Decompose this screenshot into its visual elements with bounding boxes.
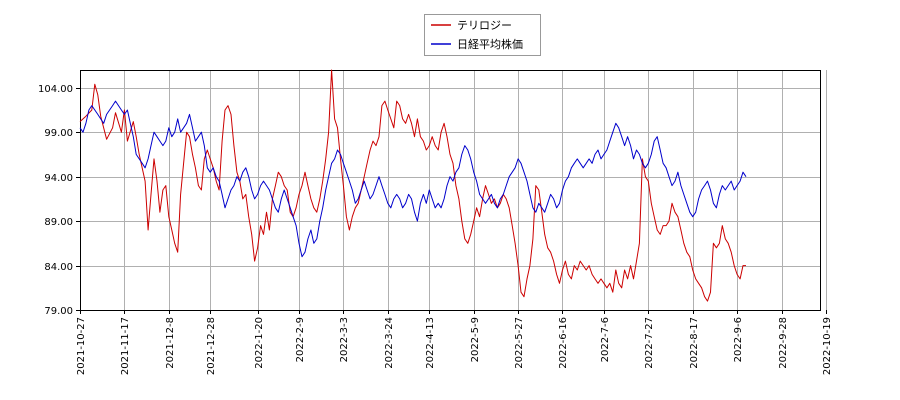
x-tick-label: 2021-12-8 xyxy=(165,317,176,369)
x-tick-label: 2022-7-27 xyxy=(644,317,655,369)
x-tick-label: 2022-8-17 xyxy=(689,317,700,369)
y-tick-label: 84.00 xyxy=(44,262,73,273)
series-line-terilogy xyxy=(79,69,746,302)
y-tick-label: 79.00 xyxy=(44,306,73,317)
x-tick-label: 2022-5-9 xyxy=(470,317,481,362)
y-tick-label: 94.00 xyxy=(44,173,73,184)
legend-label-nikkei: 日経平均株価 xyxy=(457,37,523,51)
plot-area-border xyxy=(80,70,821,311)
series-lines xyxy=(79,69,747,302)
series-line-nikkei xyxy=(79,100,747,258)
x-tick-label: 2021-10-27 xyxy=(76,317,87,375)
legend: テリロジー 日経平均株価 xyxy=(424,14,541,56)
x-tick-label: 2022-5-27 xyxy=(514,317,525,369)
x-tick-label: 2021-12-28 xyxy=(206,317,217,375)
y-tick-label: 104.00 xyxy=(38,84,73,95)
x-tick-label: 2021-11-17 xyxy=(120,317,131,375)
legend-label-terilogy: テリロジー xyxy=(457,19,512,32)
y-tick-label: 89.00 xyxy=(44,217,73,228)
y-tick-label: 99.00 xyxy=(44,128,73,139)
x-tick-label: 2022-2-9 xyxy=(295,317,306,362)
x-tick-label: 2022-7-6 xyxy=(600,317,611,362)
x-tick-label: 2022-3-3 xyxy=(339,317,350,362)
x-tick-label: 2022-10-19 xyxy=(822,317,833,375)
x-tick-label: 2022-6-16 xyxy=(558,317,569,369)
legend-box xyxy=(424,14,541,56)
x-tick-label: 2022-9-28 xyxy=(778,317,789,369)
x-tick-label: 2022-4-13 xyxy=(425,317,436,369)
x-axis-ticks: 2021-10-27 2021-11-17 2021-12-8 2021-12-28 2… xyxy=(76,310,833,375)
x-tick-label: 2022-9-6 xyxy=(733,317,744,362)
y-axis-ticks: 79.00 84.00 89.00 94.00 99.00 104.00 xyxy=(38,84,80,317)
x-tick-label: 2022-1-20 xyxy=(254,317,265,369)
x-tick-label: 2022-3-24 xyxy=(384,317,395,369)
